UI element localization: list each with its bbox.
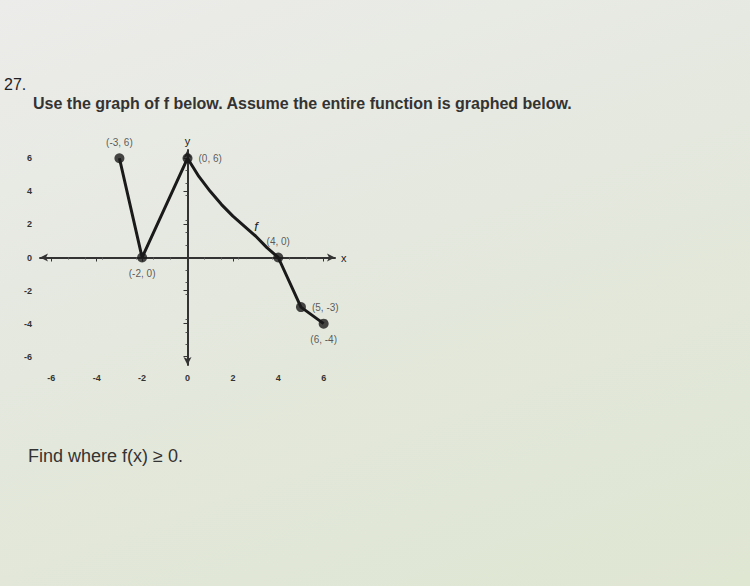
svg-text:-4: -4 <box>93 373 101 383</box>
svg-text:(4, 0): (4, 0) <box>267 236 290 247</box>
svg-text:x: x <box>341 252 347 264</box>
svg-text:0: 0 <box>27 253 32 263</box>
svg-text:(6, -4): (6, -4) <box>310 334 337 345</box>
html-text:Use the graph of f below. Assu: Use the graph of f below. Assume the ent… <box>33 95 572 112</box>
svg-text:-2: -2 <box>24 286 32 296</box>
svg-text:y: y <box>185 135 191 147</box>
svg-text:(-2, 0): (-2, 0) <box>129 268 156 279</box>
svg-text:4: 4 <box>27 186 32 196</box>
svg-text:(0, 6): (0, 6) <box>199 153 222 164</box>
svg-text:-6: -6 <box>24 352 32 362</box>
svg-text:-4: -4 <box>24 319 32 329</box>
svg-text:2: 2 <box>230 373 235 383</box>
html-text:27.: 27. <box>4 76 27 93</box>
html-text:Find where f(x) ≥ 0.: Find where f(x) ≥ 0. <box>28 446 183 466</box>
svg-text:0: 0 <box>185 373 190 383</box>
svg-text:(-3, 6): (-3, 6) <box>106 137 133 148</box>
svg-text:f: f <box>254 219 259 234</box>
svg-text:(5, -3): (5, -3) <box>312 302 339 313</box>
svg-text:4: 4 <box>276 373 281 383</box>
svg-text:6: 6 <box>321 373 326 383</box>
svg-text:-2: -2 <box>138 373 146 383</box>
svg-text:2: 2 <box>27 219 32 229</box>
svg-text:-6: -6 <box>47 373 55 383</box>
svg-text:6: 6 <box>27 153 32 163</box>
